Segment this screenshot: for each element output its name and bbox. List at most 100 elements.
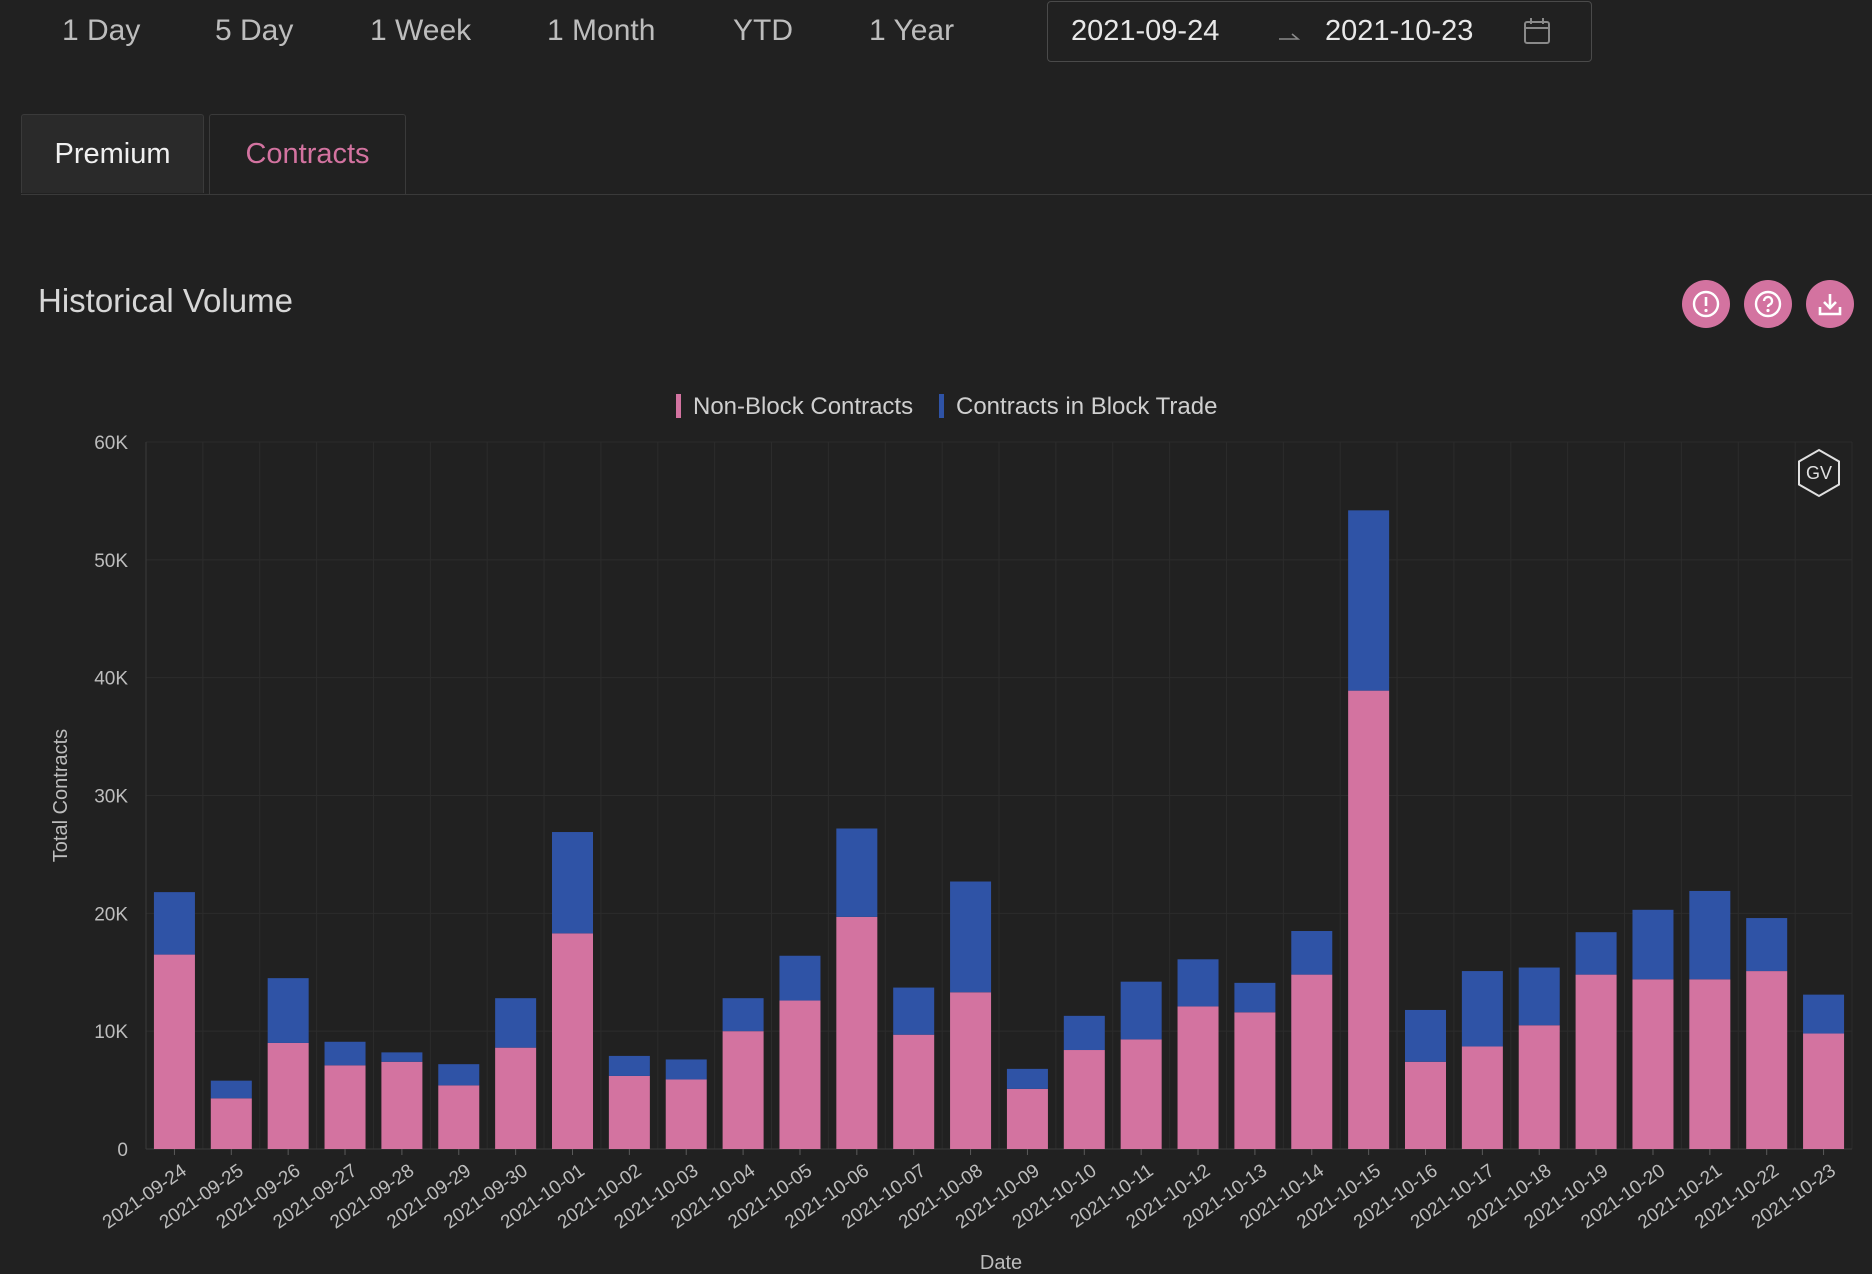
bar-block (1518, 967, 1560, 1026)
legend-item-block[interactable]: Contracts in Block Trade (939, 393, 1217, 421)
y-axis-title: Total Contracts (50, 729, 72, 862)
bar-non-block (495, 1047, 537, 1149)
bar-non-block (779, 1000, 821, 1149)
bar-block (1063, 1015, 1105, 1051)
bar-block (722, 998, 764, 1032)
bar-non-block (1348, 690, 1390, 1149)
legend-swatch-block (939, 394, 944, 418)
range-1-day-button[interactable]: 1 Day (62, 14, 141, 47)
bar-block (324, 1041, 366, 1066)
bar-non-block (836, 916, 878, 1149)
bar-block (153, 892, 195, 955)
bar-non-block (1063, 1050, 1105, 1149)
legend-item-non-block[interactable]: Non-Block Contracts (676, 393, 913, 421)
chart-legend: Non-Block Contracts Contracts in Block T… (0, 393, 1872, 427)
bar-block (608, 1055, 650, 1076)
bar-non-block (1632, 979, 1674, 1149)
legend-label-block: Contracts in Block Trade (956, 393, 1218, 420)
y-tick-label: 0 (117, 1140, 128, 1161)
bar-block (1120, 981, 1162, 1040)
bar-non-block (1120, 1039, 1162, 1149)
range-bar: 1 Day 5 Day 1 Week 1 Month YTD 1 Year (0, 0, 1872, 70)
stacked-bar-chart: 010K20K30K40K50K60K2021-09-242021-09-252… (50, 433, 1853, 1274)
tab-premium[interactable]: Premium (21, 114, 204, 193)
y-tick-label: 30K (94, 787, 128, 808)
bar-block (1746, 918, 1788, 972)
y-tick-label: 10K (94, 1022, 128, 1043)
bar-block (210, 1080, 252, 1099)
bar-block (495, 998, 537, 1048)
legend-swatch-non-block (676, 394, 681, 418)
bar-non-block (1006, 1088, 1048, 1149)
calendar-icon[interactable] (1522, 16, 1552, 46)
bar-non-block (1461, 1046, 1503, 1149)
range-ytd-button[interactable]: YTD (733, 14, 793, 47)
bar-block (1461, 971, 1503, 1047)
bar-non-block (1689, 979, 1731, 1149)
bar-non-block (1234, 1012, 1276, 1149)
gv-badge[interactable]: GV (1796, 448, 1842, 498)
bar-non-block (153, 954, 195, 1149)
bar-non-block (608, 1075, 650, 1149)
bar-non-block (210, 1098, 252, 1149)
bar-non-block (381, 1061, 423, 1149)
range-1-month-button[interactable]: 1 Month (547, 14, 656, 47)
tab-bar: Premium Contracts (21, 114, 1872, 195)
bar-non-block (1518, 1025, 1560, 1149)
range-1-year-button[interactable]: 1 Year (869, 14, 955, 47)
y-tick-label: 50K (94, 551, 128, 572)
bar-non-block (722, 1031, 764, 1149)
range-1-week-button[interactable]: 1 Week (370, 14, 472, 47)
bar-non-block (1405, 1061, 1446, 1149)
alert-button[interactable] (1682, 280, 1730, 328)
help-button[interactable] (1744, 280, 1792, 328)
alert-circle-icon (1692, 290, 1720, 318)
bar-non-block (1746, 971, 1788, 1149)
y-tick-label: 20K (94, 904, 128, 925)
start-date-input[interactable] (1071, 15, 1241, 48)
bar-block (381, 1052, 423, 1062)
bar-block (1632, 909, 1674, 980)
bar-block (1405, 1009, 1446, 1062)
legend-label-non-block: Non-Block Contracts (693, 393, 914, 420)
bar-block (893, 987, 935, 1035)
bar-block (779, 955, 821, 1001)
x-axis-title: Date (980, 1252, 1022, 1274)
bar-block (950, 881, 992, 993)
bar-non-block (1575, 974, 1617, 1149)
date-range-picker[interactable] (1047, 1, 1592, 62)
range-5-day-button[interactable]: 5 Day (215, 14, 294, 47)
download-button[interactable] (1806, 280, 1854, 328)
bar-non-block (893, 1034, 935, 1149)
download-icon (1818, 294, 1842, 316)
bar-non-block (1291, 974, 1333, 1149)
tab-contracts[interactable]: Contracts (209, 114, 406, 194)
bar-non-block (1803, 1033, 1845, 1149)
bar-non-block (324, 1065, 366, 1149)
bar-block (1234, 982, 1276, 1013)
bar-block (1348, 510, 1390, 691)
section-title: Historical Volume (38, 282, 293, 319)
bar-block (1689, 890, 1731, 980)
bar-non-block (267, 1042, 309, 1149)
bar-non-block (552, 933, 593, 1149)
bar-block (1803, 994, 1845, 1034)
end-date-input[interactable] (1325, 15, 1495, 48)
bar-non-block (665, 1079, 707, 1149)
bar-block (1575, 932, 1617, 975)
bar-block (1177, 959, 1219, 1007)
bar-block (665, 1059, 707, 1080)
bar-non-block (950, 992, 992, 1149)
y-tick-label: 40K (94, 669, 128, 690)
bar-non-block (1177, 1006, 1219, 1149)
bar-block (836, 828, 878, 917)
help-circle-icon (1754, 290, 1782, 318)
bar-block (438, 1064, 480, 1086)
gv-badge-text: GV (1806, 463, 1832, 483)
bar-block (1291, 931, 1333, 975)
arrow-right-icon (1279, 33, 1301, 40)
bar-block (1006, 1068, 1048, 1089)
bar-non-block (438, 1085, 480, 1149)
bar-block (267, 978, 309, 1043)
y-tick-label: 60K (94, 433, 128, 454)
